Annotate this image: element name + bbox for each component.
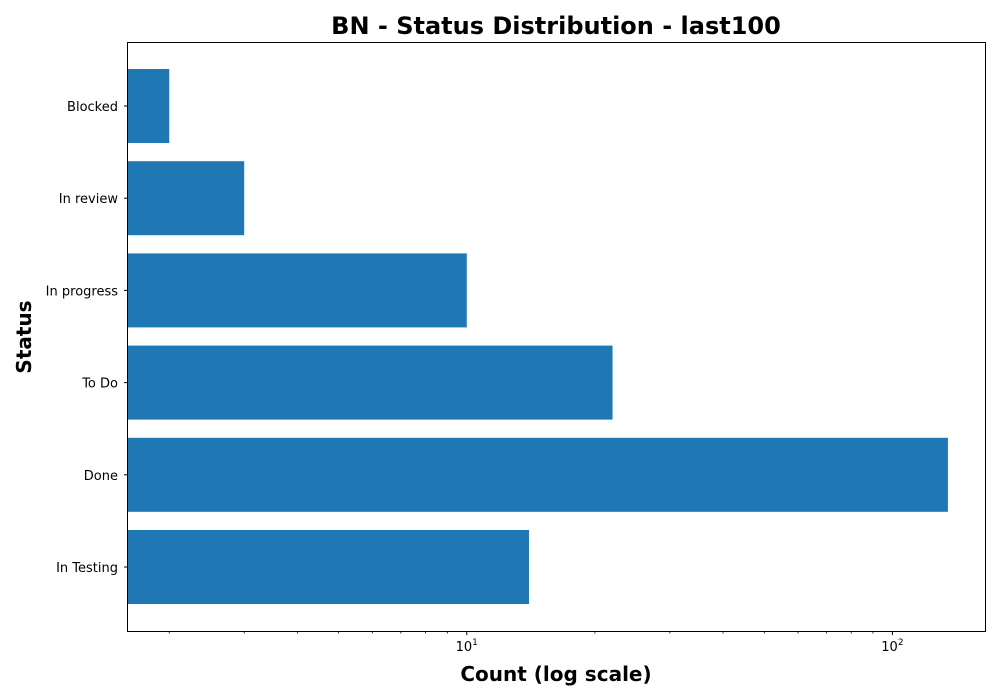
y-tick-label-in-testing: In Testing (56, 561, 118, 576)
y-tick-label-in-progress: In progress (46, 284, 119, 299)
y-tick-label-in-review: In review (59, 192, 119, 207)
x-tick-label-10: 101 (456, 638, 478, 655)
plot-frame (127, 42, 986, 632)
x-tick-label-100: 102 (881, 638, 903, 655)
bar-in-progress (128, 253, 467, 328)
bar-to-do (128, 345, 613, 420)
chart-title: BN - Status Distribution - last100 (331, 12, 781, 40)
y-tick-label-to-do: To Do (81, 377, 118, 392)
x-axis-label: Count (log scale) (460, 662, 651, 686)
bar-blocked (128, 69, 170, 143)
y-axis-label: Status (12, 300, 36, 373)
bar-in-review (128, 161, 245, 236)
bar-done (128, 437, 948, 512)
bar-in-testing (128, 530, 529, 604)
y-tick-label-done: Done (84, 469, 118, 484)
y-tick-label-blocked: Blocked (67, 100, 118, 115)
y-axis-ticks: Blocked In review In progress To Do Done In T… (46, 100, 128, 576)
x-axis-ticks: 101 102 (168, 631, 904, 655)
bars (128, 69, 948, 604)
